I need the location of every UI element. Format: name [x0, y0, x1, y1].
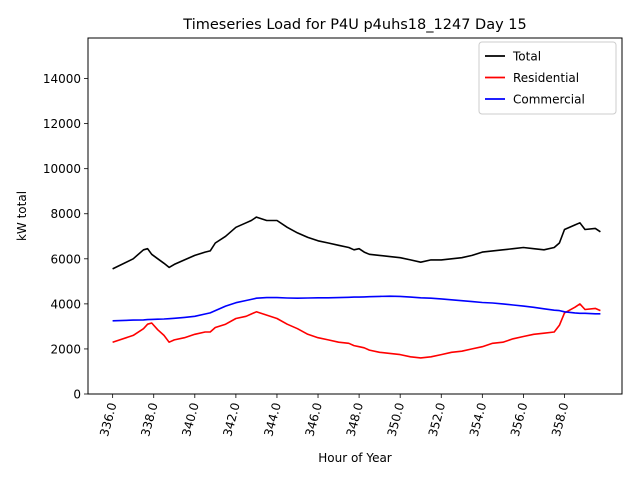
series-line-commercial	[112, 295, 601, 322]
legend-box	[478, 41, 617, 115]
series-layer	[112, 216, 601, 359]
y-tick-label: 6000	[50, 252, 81, 266]
y-axis: 0 2000 4000 6000 8000 10000 12000 14000	[43, 72, 88, 402]
y-tick-label: 4000	[50, 297, 81, 311]
y-tick-label: 8000	[50, 207, 81, 221]
x-axis-label: Hour of Year	[318, 451, 392, 465]
plot-area	[87, 37, 623, 395]
legend-label-commercial: Commercial	[513, 93, 585, 107]
y-axis-label: kW total	[15, 191, 29, 241]
y-tick-label: 14000	[43, 72, 81, 86]
legend-label-residential: Residential	[513, 71, 579, 85]
y-tick-label: 10000	[43, 162, 81, 176]
series-line-residential	[112, 303, 601, 359]
series-line-total	[112, 216, 601, 270]
y-tick-label: 0	[73, 388, 81, 402]
chart-title: Timeseries Load for P4U p4uhs18_1247 Day…	[182, 17, 526, 33]
y-tick-label: 12000	[43, 117, 81, 131]
legend-label-total: Total	[512, 50, 541, 64]
axes-frame	[87, 37, 623, 395]
legend: Total Residential Commercial	[478, 41, 617, 115]
y-tick-label: 2000	[50, 342, 81, 356]
